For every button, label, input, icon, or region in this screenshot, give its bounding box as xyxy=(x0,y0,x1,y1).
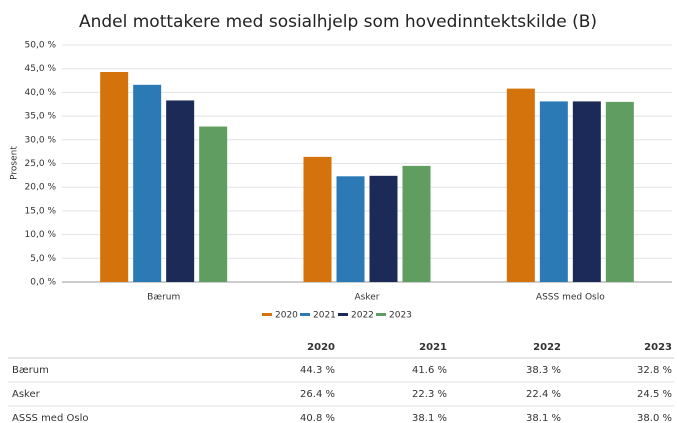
y-tick-label: 20,0 % xyxy=(25,183,57,193)
table-row-label: ASSS med Oslo xyxy=(12,413,88,423)
table-header: 2023 xyxy=(644,342,672,353)
table-cell: 32.8 % xyxy=(637,365,672,376)
y-tick-label: 5,0 % xyxy=(30,254,56,264)
bar xyxy=(100,72,129,282)
bar xyxy=(402,165,431,282)
y-tick-label: 40,0 % xyxy=(25,88,57,98)
legend-swatch xyxy=(262,313,272,316)
bar xyxy=(369,175,398,282)
table-cell: 26.4 % xyxy=(300,389,335,400)
table-header: 2022 xyxy=(533,342,561,353)
y-axis-label: Prosent xyxy=(10,146,20,180)
table-cell: 24.5 % xyxy=(637,389,672,400)
y-tick-label: 0,0 % xyxy=(30,278,56,288)
y-tick-label: 35,0 % xyxy=(25,112,57,122)
y-tick-label: 30,0 % xyxy=(25,135,57,145)
bar xyxy=(605,101,634,282)
x-tick-label: Bærum xyxy=(147,293,180,303)
y-tick-label: 10,0 % xyxy=(25,230,57,240)
bar xyxy=(303,156,332,282)
table-cell: 44.3 % xyxy=(300,365,335,376)
table-cell: 22.3 % xyxy=(412,389,447,400)
table-cell: 22.4 % xyxy=(526,389,561,400)
legend-swatch xyxy=(300,313,310,316)
bar xyxy=(336,176,365,282)
y-tick-label: 45,0 % xyxy=(25,64,57,74)
legend-swatch xyxy=(338,313,348,316)
x-tick-label: Asker xyxy=(355,293,380,303)
table-header: 2021 xyxy=(419,342,447,353)
table-cell: 38.3 % xyxy=(526,365,561,376)
table-row-label: Bærum xyxy=(12,365,49,376)
legend-label: 2021 xyxy=(313,311,336,321)
x-tick-label: ASSS med Oslo xyxy=(536,293,605,303)
bar xyxy=(166,100,195,282)
bar xyxy=(199,126,228,282)
y-tick-label: 50,0 % xyxy=(25,41,57,51)
table-header: 2020 xyxy=(307,342,335,353)
legend-label: 2023 xyxy=(389,311,412,321)
table-cell: 38.1 % xyxy=(412,413,447,423)
bar xyxy=(572,101,601,282)
table-cell: 41.6 % xyxy=(412,365,447,376)
bar xyxy=(539,101,568,282)
table-row-label: Asker xyxy=(12,389,41,400)
table-cell: 38.1 % xyxy=(526,413,561,423)
legend-label: 2022 xyxy=(351,311,374,321)
chart-title: Andel mottakere med sosialhjelp som hove… xyxy=(79,12,597,32)
bar xyxy=(506,88,535,282)
y-tick-label: 25,0 % xyxy=(25,159,57,169)
bar xyxy=(133,84,162,282)
y-tick-label: 15,0 % xyxy=(25,206,57,216)
legend-label: 2020 xyxy=(275,311,298,321)
table-cell: 38.0 % xyxy=(637,413,672,423)
legend-swatch xyxy=(376,313,386,316)
table-cell: 40.8 % xyxy=(300,413,335,423)
